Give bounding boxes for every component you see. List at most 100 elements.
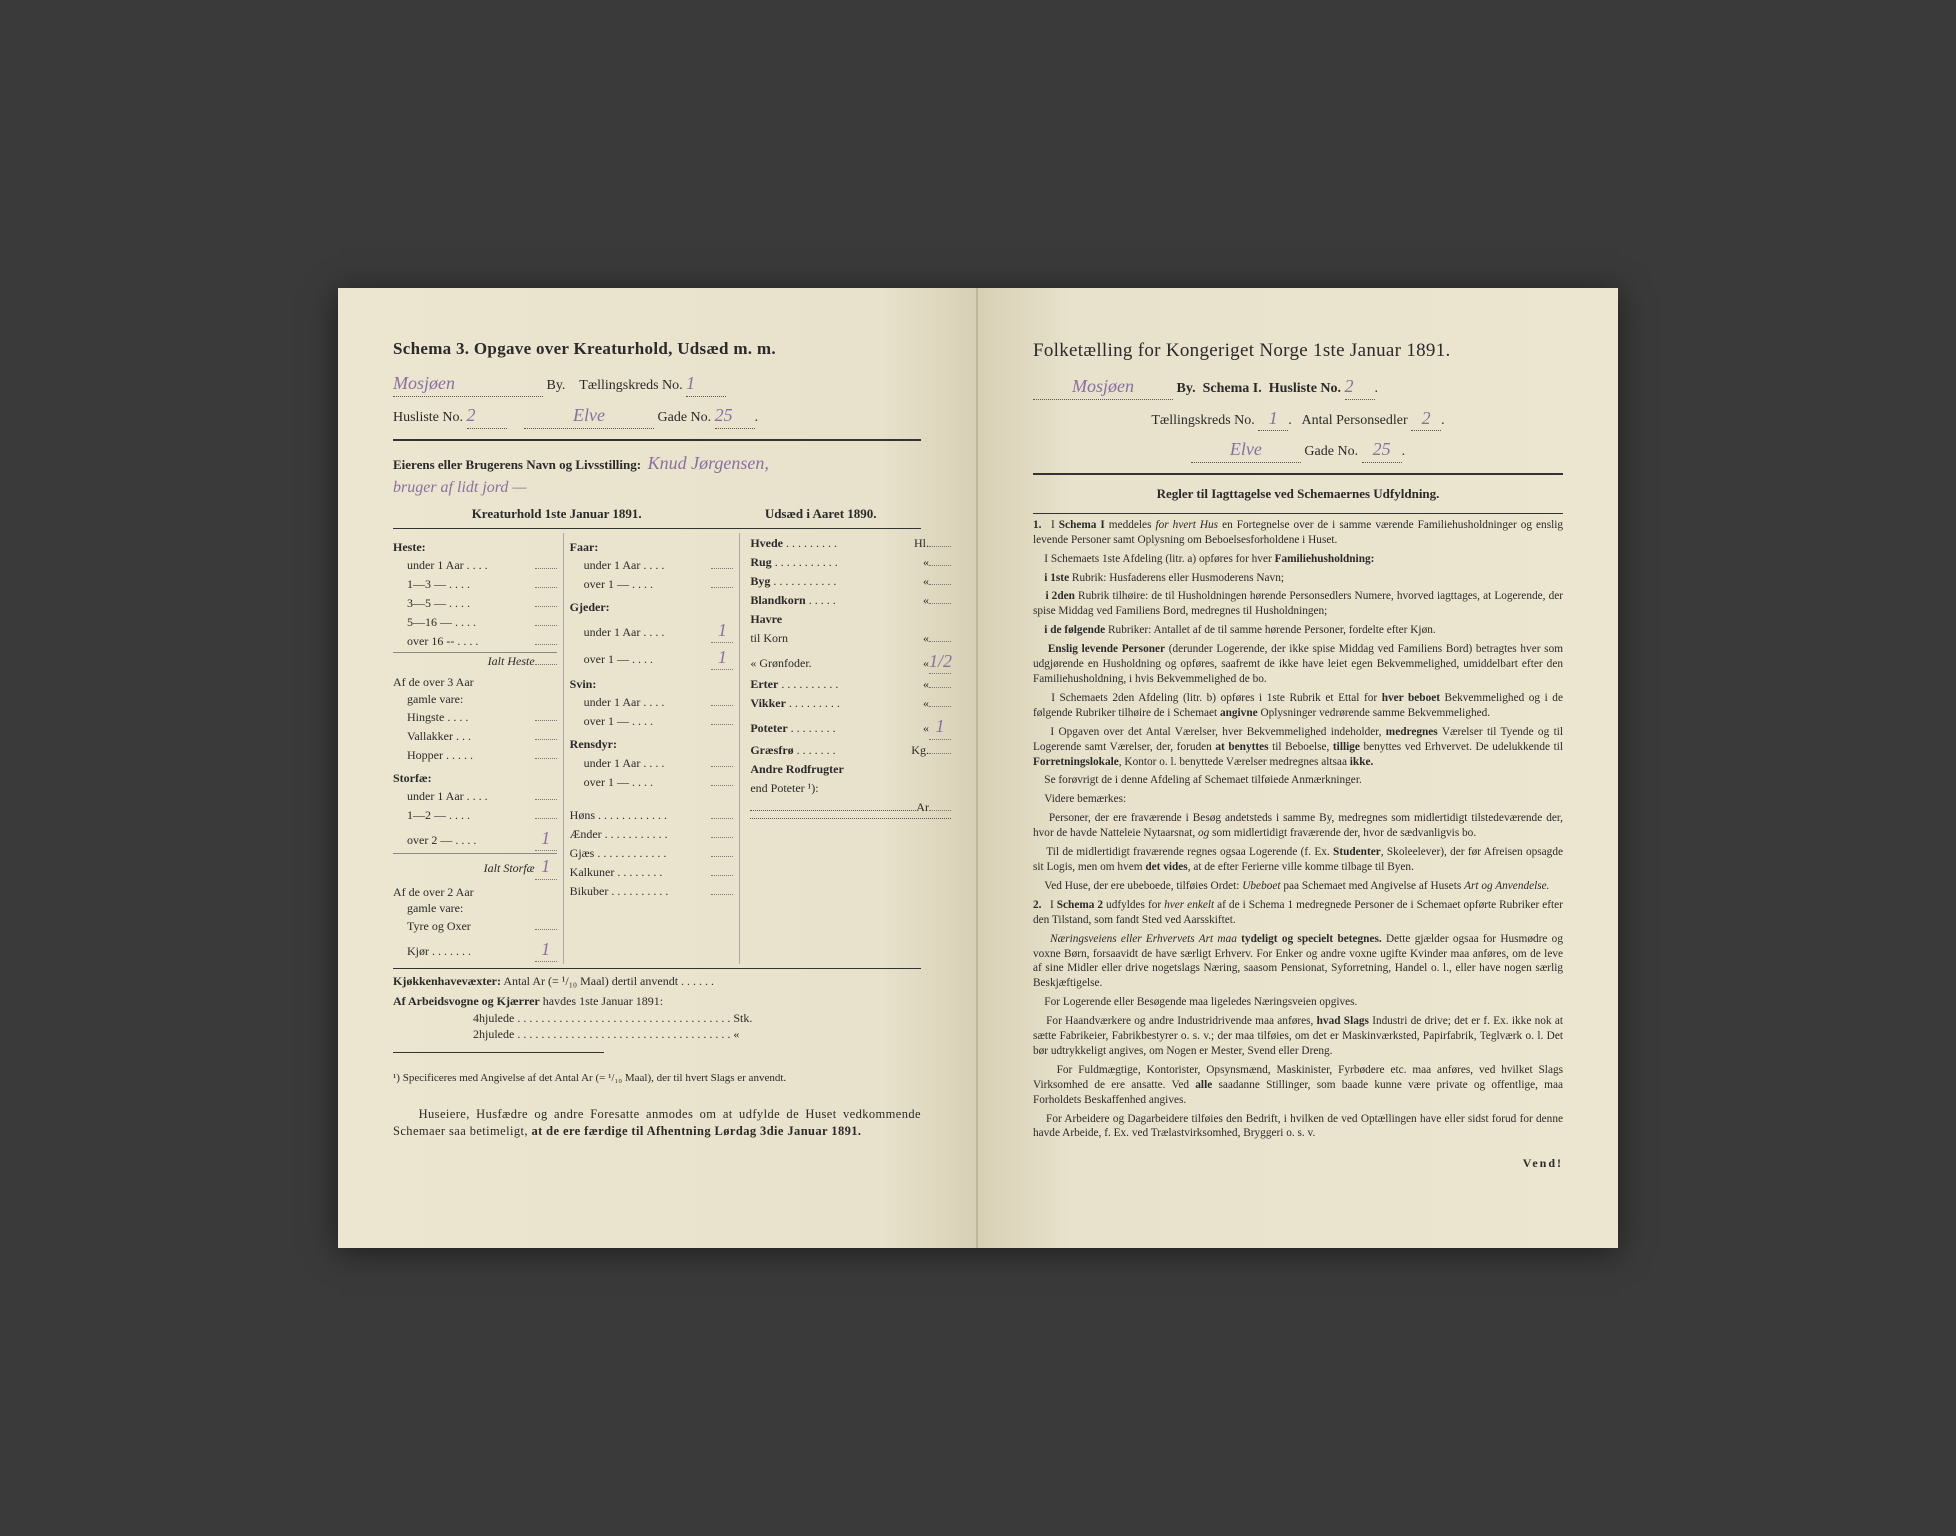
r-gade-hw: Elve	[1230, 439, 1262, 459]
header-row-1: Mosjøen By. Tællingskreds No. 1	[393, 371, 921, 397]
ud-6v: 1/2	[929, 649, 951, 674]
heste-r0: under 1 Aar . . . .	[407, 557, 535, 573]
kreatur-head: Kreaturhold 1ste Januar 1891.	[393, 505, 720, 523]
rule-para: For Arbeidere og Dagarbeidere tilføies d…	[1033, 1112, 1563, 1142]
r-header-2: Tællingskreds No. 1. Antal Personsedler …	[1033, 406, 1563, 432]
ud-5: til Korn	[750, 630, 923, 646]
gjeder-head: Gjeder:	[570, 599, 734, 615]
rule-para: I Schemaets 1ste Afdeling (litr. a) opfø…	[1033, 552, 1563, 567]
ud-6: « Grønfoder.	[750, 655, 923, 671]
col-udsaed: Hvede . . . . . . . . .Hl. Rug . . . . .…	[740, 533, 951, 964]
ud-10: Græsfrø	[750, 743, 793, 757]
rule-para: Videre bemærkes:	[1033, 792, 1563, 807]
hjul2: 2hjulede . . . . . . . . . . . . . . . .…	[393, 1026, 921, 1042]
arbeids-text: havdes 1ste Januar 1891:	[543, 994, 663, 1008]
gjeder-o1: 1	[711, 645, 733, 670]
storfae-r2: over 2 — . . . .	[407, 832, 535, 848]
ud-5u: «	[923, 630, 929, 646]
owner-hw2: bruger af lidt jord —	[393, 477, 921, 499]
rule-para: i 2den Rubrik tilhøire: de til Husholdni…	[1033, 589, 1563, 619]
ud-0: Hvede	[750, 536, 783, 550]
ud-4: Havre	[750, 612, 782, 626]
ud-7: Erter	[750, 677, 778, 691]
form-body: Heste: under 1 Aar . . . . 1—3 — . . . .…	[393, 533, 921, 964]
by-handwritten: Mosjøen	[393, 373, 455, 393]
storfae-sub1: Af de over 2 Aar	[393, 884, 557, 900]
owner-hw: Knud Jørgensen,	[648, 453, 769, 473]
ud-3u: «	[923, 592, 929, 608]
left-page: Schema 3. Opgave over Kreaturhold, Udsæd…	[338, 288, 978, 1248]
rule-para: Til de midlertidigt fraværende regnes og…	[1033, 845, 1563, 875]
tk-label: Tællingskreds No.	[579, 378, 682, 393]
ud-2: Byg	[750, 574, 770, 588]
gjeder-r0: under 1 Aar . . . .	[584, 624, 712, 640]
poultry-1: Ænder . . . . . . . . . . .	[570, 826, 712, 842]
r-antal-hw: 2	[1422, 408, 1431, 428]
ud-8: Vikker	[750, 696, 786, 710]
bottom-note: Huseiere, Husfædre og andre Foresatte an…	[393, 1106, 921, 1140]
arbeids-row: Af Arbeidsvogne og Kjærrer havdes 1ste J…	[393, 993, 921, 1009]
ud-9v: 1	[929, 714, 951, 739]
r-header-3: Elve Gade No. 25.	[1033, 437, 1563, 463]
gade-hw: 25	[715, 405, 733, 425]
ud-10u: Kg.	[911, 742, 929, 758]
gjeder-u1: 1	[711, 618, 733, 643]
hjul4: 4hjulede . . . . . . . . . . . . . . . .…	[393, 1010, 921, 1026]
col-heste-storfae: Heste: under 1 Aar . . . . 1—3 — . . . .…	[393, 533, 564, 964]
heste-r3: 5—16 — . . . .	[407, 614, 535, 630]
storfae-s0: Tyre og Oxer	[407, 918, 535, 934]
r-gade-label: Gade No.	[1304, 444, 1358, 459]
r-antal-label: Antal Personsedler	[1302, 413, 1408, 428]
kjokken-label: Kjøkkenhavevæxter:	[393, 974, 501, 988]
ud-2u: «	[923, 573, 929, 589]
heste-r4: over 16 -- . . . .	[407, 633, 535, 649]
rule-para: Se forøvrigt de i denne Afdeling af Sche…	[1033, 773, 1563, 788]
r-tk-hw: 1	[1269, 408, 1278, 428]
r-by-hw: Mosjøen	[1072, 376, 1134, 396]
heste-s0: Hingste . . . .	[407, 709, 535, 725]
faar-r1: over 1 — . . . .	[584, 576, 712, 592]
ud-1: Rug	[750, 555, 771, 569]
rule-para: 1. I Schema I meddeles for hvert Hus en …	[1033, 518, 1563, 548]
husliste-label: Husliste No.	[393, 410, 463, 425]
ud-9: Poteter	[750, 721, 787, 735]
ud-12: end Poteter ¹):	[750, 780, 951, 796]
tk-handwritten: 1	[686, 373, 695, 393]
heste-s2: Hopper . . . . .	[407, 747, 535, 763]
rensdyr-r1: over 1 — . . . .	[584, 774, 712, 790]
book-spread: Schema 3. Opgave over Kreaturhold, Udsæd…	[338, 288, 1618, 1248]
rule-para: Personer, der ere fraværende i Besøg and…	[1033, 811, 1563, 841]
gjeder-r1: over 1 — . . . .	[584, 651, 712, 667]
poultry-4: Bikuber . . . . . . . . . .	[570, 883, 712, 899]
r-husliste-label: Husliste No.	[1269, 381, 1341, 396]
svin-r1: over 1 — . . . .	[584, 713, 712, 729]
owner-label: Eierens eller Brugerens Navn og Livsstil…	[393, 457, 641, 472]
ud-7u: «	[923, 676, 929, 692]
rule-para: Næringsveiens eller Erhvervets Art maa t…	[1033, 932, 1563, 992]
kjor-val: 1	[535, 937, 557, 962]
census-title: Folketælling for Kongeriget Norge 1ste J…	[1033, 338, 1563, 364]
gade-label: Gade No.	[658, 410, 712, 425]
rensdyr-head: Rensdyr:	[570, 736, 734, 752]
rule-para: For Logerende eller Besøgende maa ligele…	[1033, 995, 1563, 1010]
poultry-2: Gjæs . . . . . . . . . . . .	[570, 845, 712, 861]
col-faar-etc: Faar: under 1 Aar . . . . over 1 — . . .…	[564, 533, 741, 964]
storfae-sub2: gamle vare:	[393, 900, 557, 916]
ud-13u: Ar	[916, 799, 929, 815]
heste-sub2: gamle vare:	[393, 691, 557, 707]
schema3-title: Schema 3. Opgave over Kreaturhold, Udsæd…	[393, 338, 921, 361]
rensdyr-r0: under 1 Aar . . . .	[584, 755, 712, 771]
ialt-storfae-val: 1	[535, 854, 557, 879]
arbeids-label: Af Arbeidsvogne og Kjærrer	[393, 994, 540, 1008]
ialt-storfae: Ialt Storfæ	[393, 860, 535, 876]
rule-para: Ved Huse, der ere ubeboede, tilføies Ord…	[1033, 879, 1563, 894]
heste-r2: 3—5 — . . . .	[407, 595, 535, 611]
ud-11: Andre Rodfrugter	[750, 762, 843, 776]
heste-s1: Vallakker . . .	[407, 728, 535, 744]
r-by-label: By.	[1177, 381, 1196, 396]
rules-title: Regler til Iagttagelse ved Schemaernes U…	[1033, 485, 1563, 503]
rule-2	[393, 528, 921, 529]
ud-8u: «	[923, 695, 929, 711]
faar-head: Faar:	[570, 539, 734, 555]
storfae-r0: under 1 Aar . . . .	[407, 788, 535, 804]
